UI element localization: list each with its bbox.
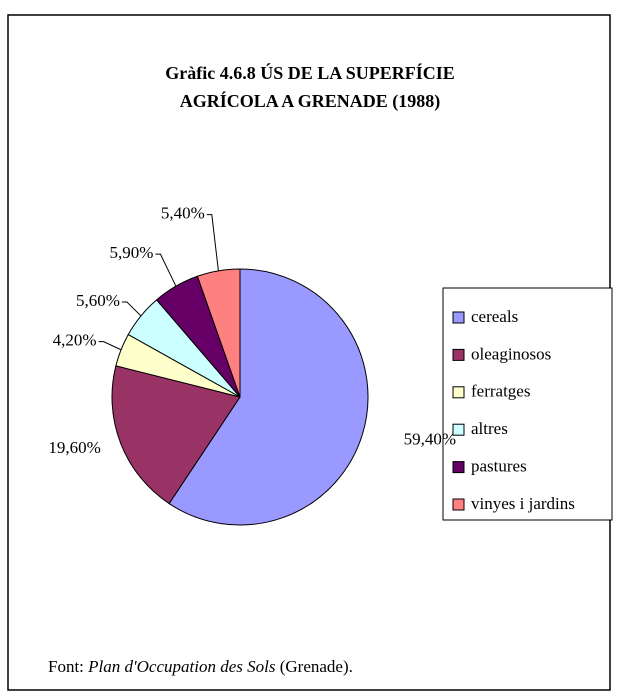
data-label: 19,60% bbox=[48, 438, 100, 457]
source-suffix: (Grenade). bbox=[275, 657, 352, 676]
leader-line bbox=[121, 301, 142, 317]
source-prefix: Font: bbox=[48, 657, 88, 676]
data-label: 5,90% bbox=[110, 243, 154, 262]
legend-swatch bbox=[452, 386, 465, 399]
leader-line bbox=[206, 214, 219, 271]
data-label: 59,40% bbox=[404, 429, 456, 448]
chart-title: Gràfic 4.6.8 ÚS DE LA SUPERFÍCIE bbox=[165, 62, 455, 83]
pie-slice bbox=[196, 268, 241, 398]
leader-line bbox=[155, 253, 177, 287]
data-label: 5,40% bbox=[161, 204, 205, 223]
legend-box bbox=[442, 287, 613, 521]
legend-label: ferratges bbox=[471, 382, 530, 401]
legend-swatch bbox=[452, 461, 465, 474]
data-label: 5,60% bbox=[76, 291, 120, 310]
legend-swatch bbox=[452, 423, 465, 436]
source-note: Font: Plan d'Occupation des Sols (Grenad… bbox=[48, 657, 353, 676]
data-label: 4,20% bbox=[53, 331, 97, 350]
source-title: Plan d'Occupation des Sols bbox=[87, 657, 276, 676]
legend-swatch bbox=[452, 498, 465, 511]
legend-swatch bbox=[452, 348, 465, 361]
legend-label: pastures bbox=[471, 457, 527, 476]
leader-line bbox=[98, 341, 122, 351]
legend-label: cereals bbox=[471, 307, 518, 326]
legend-label: vinyes i jardins bbox=[471, 494, 575, 513]
pie-slice bbox=[111, 365, 241, 505]
pie-slice bbox=[168, 268, 369, 526]
legend-label: oleaginosos bbox=[471, 344, 551, 363]
legend-label: altres bbox=[471, 419, 508, 438]
chart-title: AGRÍCOLA A GRENADE (1988) bbox=[180, 90, 441, 112]
legend-swatch bbox=[452, 311, 465, 324]
